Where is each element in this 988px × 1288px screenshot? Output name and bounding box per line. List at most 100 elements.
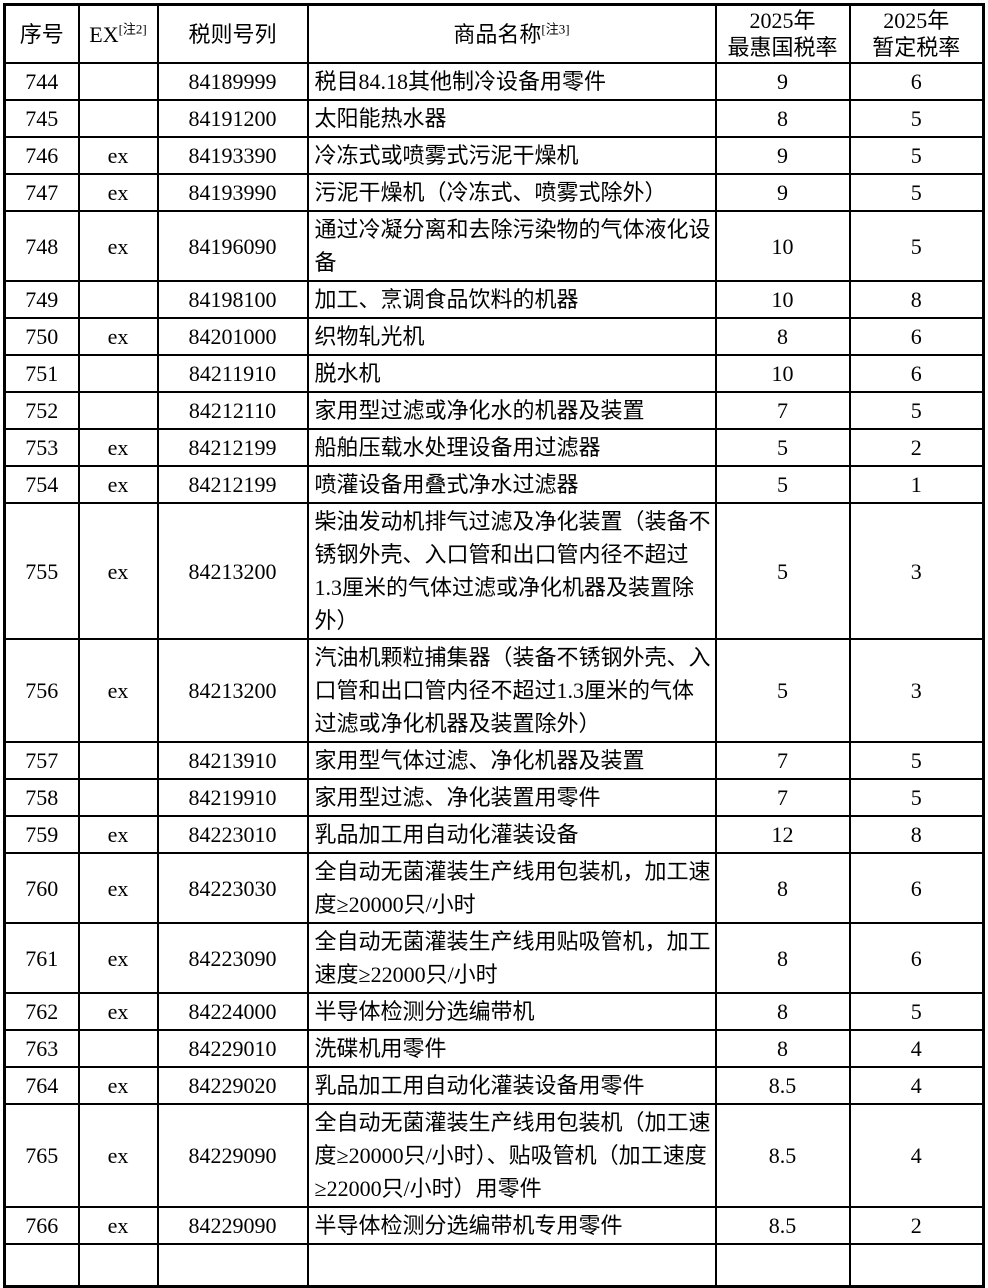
table-row: 747 ex 84193990 污泥干燥机（冷冻式、喷雾式除外） 9 5 xyxy=(3,173,985,212)
table-row: 744 84189999 税目84.18其他制冷设备用零件 9 6 xyxy=(3,62,985,101)
table-row: 764 ex 84229020 乳品加工用自动化灌装设备用零件 8.5 4 xyxy=(3,1066,985,1105)
row-serial-number: 754 xyxy=(3,465,80,504)
row-ex-flag xyxy=(77,354,159,393)
row-serial-number xyxy=(3,1243,80,1287)
row-tariff-code: 84191200 xyxy=(156,99,309,138)
row-ex-flag: ex xyxy=(77,1103,159,1208)
row-product-name: 全自动无菌灌装生产线用包装机（加工速度≥20000只/小时）、贴吸管机（加工速度… xyxy=(306,1103,717,1208)
row-provisional-rate: 8 xyxy=(848,815,985,854)
table-row: 754 ex 84212199 喷灌设备用叠式净水过滤器 5 1 xyxy=(3,465,985,504)
row-ex-flag xyxy=(77,778,159,817)
row-tariff-code: 84212199 xyxy=(156,465,309,504)
row-ex-flag: ex xyxy=(77,1206,159,1245)
row-provisional-rate: 5 xyxy=(848,741,985,780)
row-serial-number: 758 xyxy=(3,778,80,817)
row-provisional-rate: 5 xyxy=(848,136,985,175)
row-serial-number: 766 xyxy=(3,1206,80,1245)
row-provisional-rate: 6 xyxy=(848,317,985,356)
row-provisional-rate: 2 xyxy=(848,1206,985,1245)
row-product-name: 太阳能热水器 xyxy=(306,99,717,138)
header-provisional-rate: 2025年 暂定税率 xyxy=(848,3,985,64)
row-serial-number: 759 xyxy=(3,815,80,854)
row-provisional-rate: 4 xyxy=(848,1103,985,1208)
row-ex-flag: ex xyxy=(77,852,159,924)
header-mfn-rate: 2025年 最惠国税率 xyxy=(714,3,851,64)
row-tariff-code: 84193990 xyxy=(156,173,309,212)
row-mfn-rate: 8 xyxy=(714,852,851,924)
table-header: 序号 EX[注2] 税则号列 商品名称[注3] 2025年 最惠国税率 2025… xyxy=(3,3,985,64)
header-product-name: 商品名称[注3] xyxy=(306,3,717,64)
table-row: 749 84198100 加工、烹调食品饮料的机器 10 8 xyxy=(3,280,985,319)
table-row: 753 ex 84212199 船舶压载水处理设备用过滤器 5 2 xyxy=(3,428,985,467)
table-row: 750 ex 84201000 织物轧光机 8 6 xyxy=(3,317,985,356)
table-row: 757 84213910 家用型气体过滤、净化机器及装置 7 5 xyxy=(3,741,985,780)
row-tariff-code: 84229010 xyxy=(156,1029,309,1068)
row-product-name: 全自动无菌灌装生产线用贴吸管机，加工速度≥22000只/小时 xyxy=(306,922,717,994)
header-tariff-code-label: 税则号列 xyxy=(188,21,277,47)
header-provisional-rate-year: 2025年 xyxy=(883,8,950,33)
row-ex-flag: ex xyxy=(77,638,159,743)
row-serial-number: 750 xyxy=(3,317,80,356)
row-mfn-rate: 7 xyxy=(714,778,851,817)
row-provisional-rate: 3 xyxy=(848,638,985,743)
row-mfn-rate: 5 xyxy=(714,465,851,504)
row-mfn-rate: 8 xyxy=(714,922,851,994)
row-ex-flag: ex xyxy=(77,173,159,212)
row-product-name: 柴油发动机排气过滤及净化装置（装备不锈钢外壳、入口管和出口管内径不超过1.3厘米… xyxy=(306,502,717,640)
row-provisional-rate: 6 xyxy=(848,852,985,924)
header-provisional-rate-label: 暂定税率 xyxy=(872,35,961,60)
row-tariff-code: 84213200 xyxy=(156,502,309,640)
row-tariff-code: 84212199 xyxy=(156,428,309,467)
header-ex-footnote: [注2] xyxy=(118,21,147,37)
row-ex-flag: ex xyxy=(77,1066,159,1105)
row-provisional-rate: 2 xyxy=(848,428,985,467)
table-row: 766 ex 84229090 半导体检测分选编带机专用零件 8.5 2 xyxy=(3,1206,985,1245)
row-serial-number: 744 xyxy=(3,62,80,101)
row-mfn-rate: 8 xyxy=(714,99,851,138)
row-tariff-code: 84211910 xyxy=(156,354,309,393)
header-row: 序号 EX[注2] 税则号列 商品名称[注3] 2025年 最惠国税率 2025… xyxy=(3,3,985,64)
row-serial-number: 763 xyxy=(3,1029,80,1068)
table-row: 746 ex 84193390 冷冻式或喷雾式污泥干燥机 9 5 xyxy=(3,136,985,175)
row-serial-number: 745 xyxy=(3,99,80,138)
row-provisional-rate: 5 xyxy=(848,173,985,212)
row-serial-number: 753 xyxy=(3,428,80,467)
row-product-name: 冷冻式或喷雾式污泥干燥机 xyxy=(306,136,717,175)
table-row: 761 ex 84223090 全自动无菌灌装生产线用贴吸管机，加工速度≥220… xyxy=(3,922,985,994)
row-mfn-rate: 9 xyxy=(714,136,851,175)
row-tariff-code: 84229090 xyxy=(156,1206,309,1245)
table-row: 748 ex 84196090 通过冷凝分离和去除污染物的气体液化设备 10 5 xyxy=(3,210,985,282)
row-provisional-rate: 5 xyxy=(848,992,985,1031)
row-ex-flag: ex xyxy=(77,210,159,282)
header-ex-label: EX xyxy=(89,21,119,47)
table-row: 756 ex 84213200 汽油机颗粒捕集器（装备不锈钢外壳、入口管和出口管… xyxy=(3,638,985,743)
row-product-name: 汽油机颗粒捕集器（装备不锈钢外壳、入口管和出口管内径不超过1.3厘米的气体过滤或… xyxy=(306,638,717,743)
row-mfn-rate: 8.5 xyxy=(714,1103,851,1208)
row-mfn-rate xyxy=(714,1243,851,1287)
row-ex-flag: ex xyxy=(77,502,159,640)
row-provisional-rate: 5 xyxy=(848,391,985,430)
table-row: 745 84191200 太阳能热水器 8 5 xyxy=(3,99,985,138)
row-product-name: 船舶压载水处理设备用过滤器 xyxy=(306,428,717,467)
row-serial-number: 751 xyxy=(3,354,80,393)
row-serial-number: 747 xyxy=(3,173,80,212)
row-product-name: 半导体检测分选编带机 xyxy=(306,992,717,1031)
header-tariff-code: 税则号列 xyxy=(156,3,309,64)
row-product-name: 脱水机 xyxy=(306,354,717,393)
row-serial-number: 752 xyxy=(3,391,80,430)
table-row: 765 ex 84229090 全自动无菌灌装生产线用包装机（加工速度≥2000… xyxy=(3,1103,985,1208)
row-serial-number: 749 xyxy=(3,280,80,319)
table-row: 758 84219910 家用型过滤、净化装置用零件 7 5 xyxy=(3,778,985,817)
row-product-name: 家用型过滤、净化装置用零件 xyxy=(306,778,717,817)
row-ex-flag: ex xyxy=(77,465,159,504)
row-ex-flag xyxy=(77,1243,159,1287)
row-mfn-rate: 8 xyxy=(714,992,851,1031)
row-product-name: 家用型过滤或净化水的机器及装置 xyxy=(306,391,717,430)
row-mfn-rate: 8 xyxy=(714,317,851,356)
row-provisional-rate: 5 xyxy=(848,778,985,817)
row-tariff-code: 84223090 xyxy=(156,922,309,994)
row-provisional-rate: 5 xyxy=(848,210,985,282)
table-row: 759 ex 84223010 乳品加工用自动化灌装设备 12 8 xyxy=(3,815,985,854)
row-tariff-code: 84224000 xyxy=(156,992,309,1031)
row-tariff-code: 84213200 xyxy=(156,638,309,743)
